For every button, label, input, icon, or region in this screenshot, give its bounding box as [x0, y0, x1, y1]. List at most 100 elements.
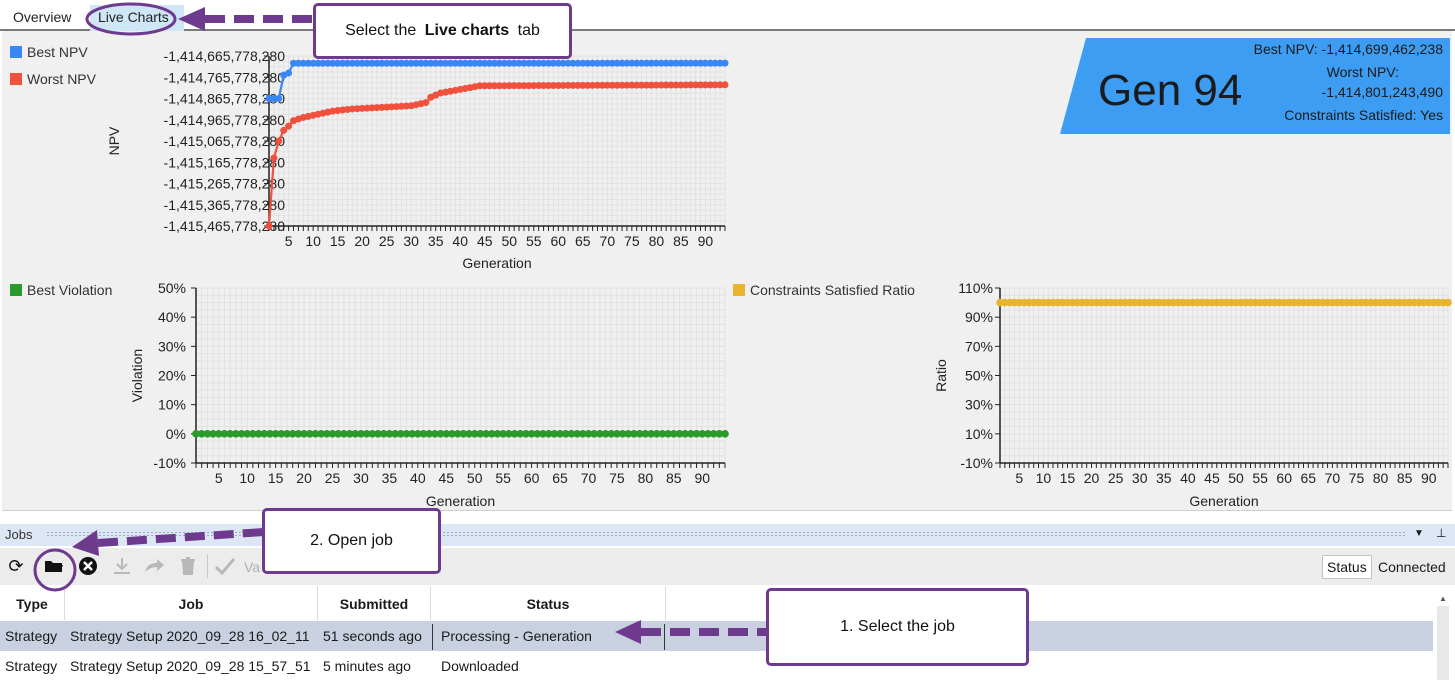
data-point: [465, 430, 473, 438]
data-point: [633, 81, 641, 89]
scroll-up-arrow[interactable]: ▲: [1439, 594, 1447, 603]
data-point: [711, 59, 719, 67]
data-point: [275, 137, 283, 145]
data-point: [1444, 298, 1452, 307]
data-point: [351, 430, 360, 438]
data-point: [300, 430, 308, 438]
forward-button[interactable]: [142, 554, 166, 578]
data-point: [254, 430, 263, 438]
column-header-status[interactable]: Status: [431, 586, 666, 620]
vertical-scrollbar[interactable]: [1437, 606, 1449, 680]
x-tick-label: 65: [575, 233, 591, 249]
data-point: [578, 430, 587, 438]
data-point: [564, 81, 572, 89]
x-tick-label: 70: [600, 233, 616, 249]
data-point: [682, 59, 690, 67]
x-axis-title: Generation: [426, 493, 495, 509]
data-point: [482, 430, 490, 438]
legend-swatch: [10, 284, 22, 296]
open-job-button[interactable]: [42, 554, 66, 578]
data-point: [696, 81, 704, 89]
data-point: [550, 430, 559, 438]
refresh-button[interactable]: ⟳: [4, 554, 28, 578]
panel-dropdown-icon[interactable]: ▼: [1414, 528, 1424, 539]
tab-overview[interactable]: Overview: [13, 9, 72, 25]
data-point: [427, 59, 435, 67]
data-point: [589, 59, 597, 67]
legend-label: Worst NPV: [27, 71, 96, 87]
data-point: [396, 430, 405, 438]
panel-grip[interactable]: [46, 531, 1406, 537]
status-filter-button[interactable]: Status: [1322, 555, 1372, 579]
column-header-submitted[interactable]: Submitted: [318, 586, 431, 620]
x-tick-label: 75: [624, 233, 640, 249]
y-tick-label: -1,415,365,778,280: [164, 197, 286, 213]
data-point: [270, 95, 278, 102]
data-point: [596, 430, 604, 438]
data-point: [667, 59, 675, 67]
table-row[interactable]: Strategy Strategy Setup 2020_09_28 15_57…: [0, 651, 1433, 680]
x-axis-title: Generation: [1189, 493, 1258, 509]
data-point: [419, 430, 428, 438]
jobs-table: Type Job Submitted Status Strategy Strat…: [0, 586, 1455, 680]
data-point: [706, 81, 714, 89]
chart-0: 5 10 15 20 25 30 35 40 45 50 55 60 65 70 75 80 85 90 -1,41…: [106, 48, 729, 271]
data-point: [692, 59, 700, 67]
callout-open-job: 2. Open job: [262, 508, 441, 574]
forward-icon: [145, 559, 164, 572]
legend-swatch: [733, 284, 745, 296]
x-tick-label: 80: [649, 233, 665, 249]
y-tick-label: 10%: [158, 397, 186, 413]
legend-swatch: [10, 46, 22, 58]
data-point: [554, 81, 562, 89]
column-header-job[interactable]: Job: [65, 586, 318, 620]
cell-status: Processing - Generation: [441, 628, 592, 644]
data-point: [495, 82, 503, 90]
data-point: [510, 430, 519, 438]
data-point: [324, 59, 332, 67]
data-point: [525, 59, 533, 67]
data-point: [437, 59, 445, 67]
data-point: [328, 430, 337, 438]
data-point: [353, 59, 361, 67]
y-tick-label: -1,414,765,778,280: [164, 69, 286, 85]
data-point: [373, 59, 381, 67]
x-tick-label: 60: [524, 470, 540, 486]
data-point: [275, 95, 283, 102]
delete-button[interactable]: [176, 554, 200, 578]
data-point: [540, 82, 548, 90]
data-point: [329, 59, 337, 67]
x-tick-label: 75: [609, 470, 625, 486]
data-point: [397, 59, 405, 67]
data-point: [643, 59, 651, 67]
data-point: [623, 59, 631, 67]
cancel-icon: [79, 557, 97, 575]
data-point: [564, 59, 572, 67]
x-tick-label: 15: [268, 470, 284, 486]
x-tick-label: 25: [1108, 470, 1124, 486]
column-header-type[interactable]: Type: [0, 586, 65, 620]
cancel-job-button[interactable]: [76, 554, 100, 578]
data-point: [647, 430, 655, 438]
y-tick-label: 110%: [958, 280, 993, 296]
data-point: [495, 59, 503, 67]
download-button[interactable]: [110, 554, 134, 578]
data-point: [706, 59, 714, 67]
data-point: [549, 59, 557, 67]
validate-button[interactable]: [213, 554, 237, 578]
pin-icon[interactable]: ⊥: [1436, 526, 1447, 540]
x-tick-label: 55: [495, 470, 511, 486]
table-row[interactable]: Strategy Strategy Setup 2020_09_28 16_02…: [0, 621, 1433, 651]
data-point: [220, 430, 229, 438]
data-point: [618, 430, 627, 438]
data-point: [243, 430, 251, 438]
badge-constraints: Constraints Satisfied: Yes: [1284, 107, 1443, 123]
data-point: [456, 59, 464, 67]
data-point: [343, 59, 351, 67]
data-point: [594, 59, 602, 67]
data-point: [544, 430, 553, 438]
x-tick-label: 5: [215, 470, 223, 486]
data-point: [664, 430, 672, 438]
data-point: [701, 59, 709, 67]
